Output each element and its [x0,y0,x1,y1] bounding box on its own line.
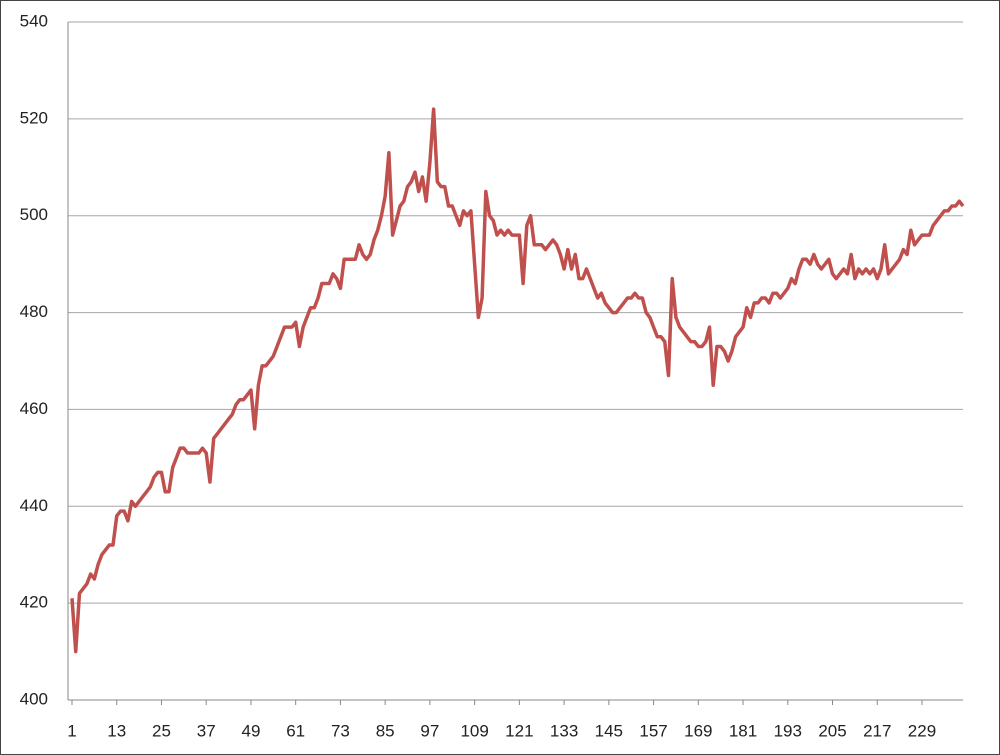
x-tick-label: 73 [331,721,350,740]
x-tick-label: 1 [67,721,76,740]
x-tick-label: 133 [550,721,578,740]
x-tick-label: 25 [152,721,171,740]
x-tick-label: 61 [286,721,305,740]
x-tick-label: 109 [460,721,488,740]
x-tick-label: 157 [639,721,667,740]
y-tick-label: 460 [20,399,48,418]
x-tick-label: 169 [684,721,712,740]
x-tick-label: 205 [818,721,846,740]
x-tick-label: 181 [729,721,757,740]
y-tick-label: 440 [20,496,48,515]
x-tick-label: 13 [107,721,126,740]
x-tick-label: 85 [376,721,395,740]
x-tick-label: 121 [505,721,533,740]
x-tick-label: 145 [595,721,623,740]
x-tick-label: 49 [241,721,260,740]
y-tick-label: 520 [20,108,48,127]
y-tick-label: 420 [20,593,48,612]
x-tick-label: 217 [863,721,891,740]
y-tick-label: 540 [20,11,48,30]
x-tick-label: 97 [420,721,439,740]
x-tick-label: 193 [774,721,802,740]
y-tick-label: 480 [20,302,48,321]
x-tick-label: 229 [908,721,936,740]
data-line [70,107,965,654]
y-tick-label: 500 [20,205,48,224]
y-tick-label: 400 [20,689,48,708]
x-tick-label: 37 [197,721,216,740]
